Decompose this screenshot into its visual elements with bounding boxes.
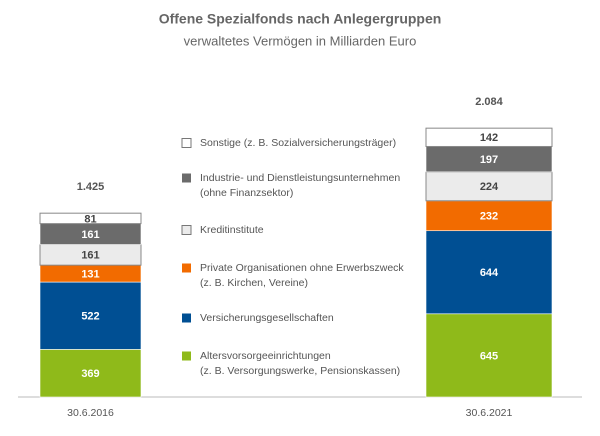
bar-segment <box>425 146 553 173</box>
chart-subtitle: verwaltetes Vermögen in Milliarden Euro <box>184 33 417 48</box>
legend-swatch <box>182 351 191 361</box>
total-label: 1.425 <box>77 181 105 193</box>
legend-label: Private Organisationen ohne Erwerbszweck <box>200 262 404 274</box>
legend-swatch <box>181 138 192 148</box>
value-label: 232 <box>480 211 498 223</box>
legend-label: Kreditinstitute <box>200 224 264 236</box>
value-label: 161 <box>81 250 99 262</box>
legend-label: (ohne Finanzsektor) <box>200 187 293 199</box>
bar-segment <box>425 171 553 202</box>
legend-label: (z. B. Kirchen, Vereine) <box>200 277 308 289</box>
value-label: 369 <box>81 368 99 380</box>
value-label: 224 <box>480 181 499 193</box>
legend-swatch <box>182 263 191 273</box>
legend-swatch <box>182 173 191 183</box>
legend-label: (z. B. Versorgungswerke, Pensionskassen) <box>200 365 400 377</box>
chart-title: Offene Spezialfonds nach Anlegergruppen <box>159 11 442 27</box>
value-label: 645 <box>480 350 498 362</box>
bar-segment <box>425 127 553 147</box>
x-tick-label: 30.6.2016 <box>67 407 114 419</box>
value-label: 522 <box>81 311 99 323</box>
total-label: 2.084 <box>475 96 503 108</box>
legend-label: Altersvorsorgeeinrichtungen <box>200 350 331 362</box>
legend-label: Industrie- und Dienstleistungsunternehme… <box>200 172 400 184</box>
bar-segment <box>39 281 142 350</box>
legend-label: Sonstige (z. B. Sozialversicherungsträge… <box>200 137 396 149</box>
bar-segment <box>425 200 553 232</box>
value-label: 644 <box>480 267 499 279</box>
bar-segment <box>425 313 553 398</box>
value-label: 81 <box>84 213 96 225</box>
x-tick-label: 30.6.2021 <box>466 407 513 419</box>
bar-segment <box>39 212 142 225</box>
legend-swatch <box>181 225 192 235</box>
value-label: 142 <box>480 132 498 144</box>
legend-swatch <box>182 313 191 323</box>
value-label: 161 <box>81 229 99 241</box>
bar-segment <box>39 349 142 398</box>
legend-label: Versicherungsgesellschaften <box>200 312 334 324</box>
bar-segment <box>425 230 553 315</box>
value-label: 131 <box>81 269 99 281</box>
value-label: 197 <box>480 154 498 166</box>
